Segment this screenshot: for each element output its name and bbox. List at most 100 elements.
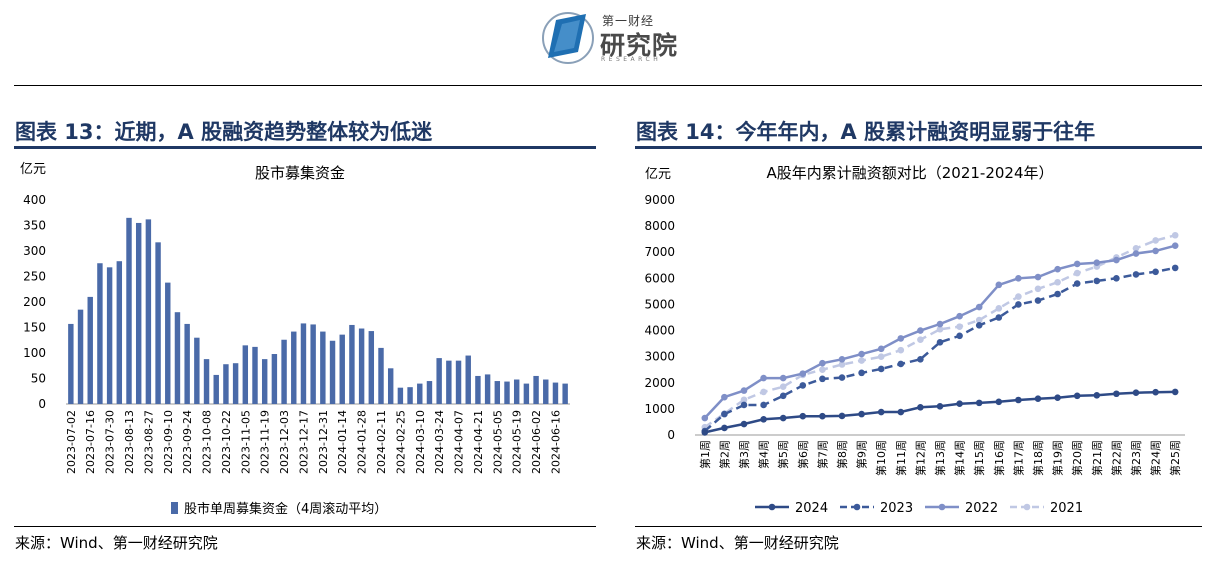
data-point — [1034, 395, 1042, 403]
bar — [523, 383, 530, 404]
right-x-tick-label: 第1周 — [698, 440, 712, 469]
data-point — [897, 360, 905, 368]
bar — [135, 222, 142, 404]
data-point — [1113, 275, 1120, 282]
legend-label: 股市单周募集资金（4周滚动平均） — [184, 501, 387, 517]
data-point — [936, 325, 944, 333]
right-source-divider — [635, 526, 1202, 527]
left-x-tick-label: 2024-05-05 — [491, 410, 504, 474]
left-x-tick-label: 2024-02-11 — [375, 410, 388, 474]
data-point — [1054, 290, 1061, 298]
bar — [261, 359, 268, 404]
bar — [68, 323, 74, 404]
right-x-tick-label: 第9周 — [855, 440, 869, 469]
data-point — [721, 424, 728, 432]
bar — [213, 374, 219, 404]
bar — [358, 328, 365, 404]
data-point — [1073, 392, 1081, 400]
right-x-tick-label: 第24周 — [1149, 440, 1163, 476]
right-y-tick-label: 9000 — [644, 193, 675, 207]
bar — [281, 339, 287, 404]
bar — [368, 331, 375, 404]
data-point — [740, 396, 748, 404]
bar — [543, 379, 549, 404]
bar — [174, 312, 181, 404]
data-point — [858, 369, 865, 377]
data-point — [1015, 293, 1022, 300]
data-point — [936, 320, 944, 328]
bar — [203, 359, 210, 404]
left-x-tick-label: 2024-01-28 — [356, 410, 369, 474]
data-point — [1152, 268, 1159, 276]
bar — [504, 381, 510, 404]
data-point — [1132, 250, 1140, 257]
bar — [339, 334, 345, 404]
bar — [320, 331, 326, 404]
left-x-tick-label: 2023-11-05 — [239, 410, 252, 474]
data-point — [779, 383, 787, 390]
data-point — [1171, 231, 1179, 239]
right-y-unit-label: 亿元 — [645, 167, 671, 182]
left-x-tick-label: 2023-09-10 — [162, 410, 175, 474]
right-x-tick-label: 第20周 — [1070, 440, 1084, 476]
data-point — [740, 387, 748, 394]
legend-marker — [768, 503, 776, 511]
left-y-tick-label: 50 — [31, 372, 46, 386]
right-x-tick-label: 第2周 — [717, 440, 731, 469]
right-x-tick-label: 第16周 — [992, 440, 1006, 476]
bar — [407, 387, 413, 404]
right-line-chart: A股年内累计融资额对比（2021-2024年） 亿元 0 1000 2000 3000 40… — [644, 164, 1185, 516]
bar — [513, 379, 520, 404]
bar — [97, 263, 103, 404]
data-point — [897, 335, 905, 342]
right-x-tick-label: 第12周 — [913, 440, 927, 476]
bar — [494, 381, 501, 404]
bar — [145, 219, 152, 404]
left-x-tick-label: 2023-12-03 — [278, 410, 291, 474]
data-point — [1054, 265, 1061, 273]
header-divider — [14, 85, 1202, 86]
data-point — [760, 374, 767, 382]
right-x-tick-label: 第22周 — [1109, 440, 1123, 476]
data-point — [1132, 389, 1140, 396]
bar — [155, 242, 161, 404]
bar — [562, 383, 568, 404]
right-y-tick-label: 7000 — [644, 245, 675, 259]
left-bar-chart: 股市募集资金 亿元 0 50 100 150 200 250 300 350 400 2023-07-… — [20, 162, 570, 517]
right-y-tick-label: 4000 — [644, 324, 675, 338]
series-line-2024 — [704, 390, 1176, 434]
legend-swatch — [171, 502, 178, 514]
data-point — [917, 404, 924, 411]
data-point — [956, 400, 963, 407]
left-x-tick-label: 2024-03-10 — [414, 410, 427, 474]
left-x-tick-label: 2023-07-02 — [65, 410, 78, 474]
right-x-tick-label: 第5周 — [776, 440, 790, 469]
data-point — [1034, 297, 1042, 304]
data-point — [701, 429, 709, 436]
left-x-tick-label: 2024-05-19 — [511, 410, 524, 474]
data-point — [779, 374, 787, 382]
left-x-tick-label: 2023-08-13 — [123, 410, 136, 474]
bar — [475, 375, 481, 404]
data-point — [995, 314, 1003, 321]
right-y-tick-label: 6000 — [644, 271, 675, 285]
bar — [271, 354, 278, 404]
data-point — [819, 366, 826, 374]
data-point — [917, 336, 924, 343]
bar — [77, 309, 84, 404]
right-y-tick-label: 3000 — [644, 350, 675, 364]
bar — [291, 331, 297, 404]
data-point — [740, 420, 748, 428]
data-point — [760, 401, 767, 409]
bar — [533, 375, 539, 404]
right-x-tick-label: 第18周 — [1031, 440, 1045, 476]
bar — [552, 382, 559, 404]
left-x-tick-label: 2023-07-16 — [84, 410, 97, 474]
data-point — [1171, 242, 1179, 249]
left-x-tick-label: 2023-11-19 — [259, 410, 272, 474]
left-title-underline — [14, 146, 596, 149]
data-point — [1152, 388, 1159, 396]
data-point — [1152, 237, 1159, 244]
data-point — [838, 374, 846, 381]
left-source-divider — [14, 526, 596, 527]
